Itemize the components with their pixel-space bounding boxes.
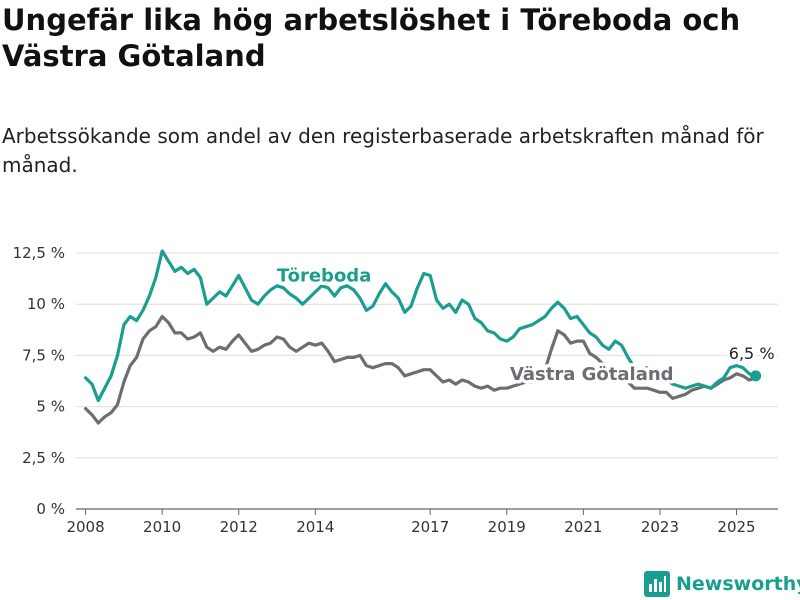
chart-subtitle: Arbetssökande som andel av den registerb… — [2, 124, 764, 177]
end-point-marker — [750, 370, 762, 382]
y-axis-tick-labels: 0 % 2,5 % 5 % 7,5 % 10 % 12,5 % — [13, 244, 65, 518]
x-tick-label: 2017 — [411, 518, 449, 536]
x-tick-label: 2023 — [641, 518, 679, 536]
series-line-toreboda — [84, 249, 758, 403]
x-tick-label: 2008 — [66, 518, 104, 536]
x-axis: 2008 2010 2012 2014 2017 2019 2021 2023 2025 — [66, 508, 778, 536]
x-tick-label: 2010 — [143, 518, 181, 536]
newsworthy-logo: Newsworthy — [644, 570, 800, 598]
y-tick-label: 0 % — [36, 500, 65, 518]
grid-lines — [76, 252, 778, 459]
series-label-vastra-gotaland: Västra Götaland — [510, 364, 674, 385]
x-tick-label: 2019 — [488, 518, 526, 536]
x-tick-label: 2021 — [564, 518, 602, 536]
y-tick-label: 5 % — [36, 398, 65, 416]
series-label-halo: Töreboda — [277, 266, 371, 287]
x-tick-label: 2012 — [220, 518, 258, 536]
end-value-label: 6,5 % — [729, 344, 775, 363]
series-line-vastra-gotaland — [84, 314, 758, 425]
y-tick-label: 7,5 % — [22, 346, 65, 364]
y-tick-label: 12,5 % — [13, 244, 65, 262]
x-tick-label: 2014 — [296, 518, 334, 536]
bar-chart-logo-icon — [644, 571, 670, 597]
brand-name: Newsworthy — [676, 573, 800, 595]
x-tick-label: 2025 — [717, 518, 755, 536]
series-label-toreboda: Töreboda — [277, 266, 371, 287]
y-tick-label: 2,5 % — [22, 449, 65, 467]
series-lines — [84, 249, 758, 425]
end-value-halo: 6,5 % — [729, 344, 775, 363]
y-tick-label: 10 % — [27, 295, 65, 313]
series-label-halo: Västra Götaland — [510, 364, 674, 385]
chart-title: Ungefär lika hög arbetslöshet i Töreboda… — [2, 3, 741, 73]
